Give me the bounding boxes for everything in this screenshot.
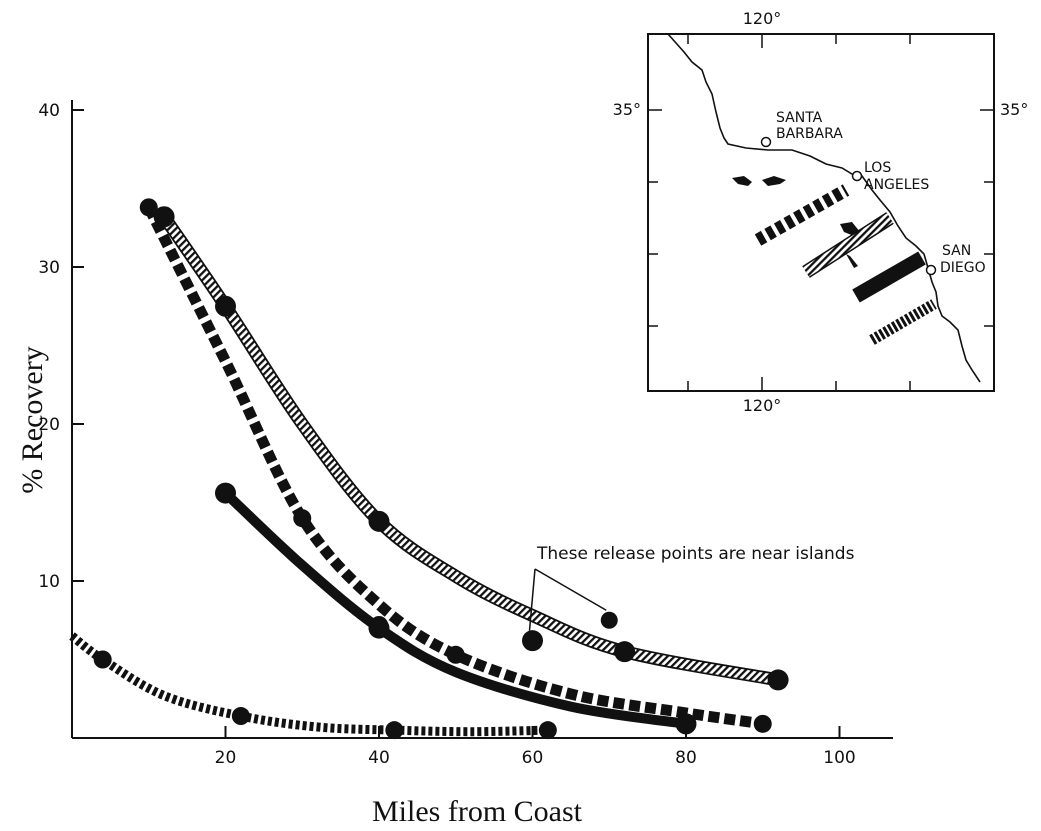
map-frame (647, 33, 995, 392)
santa-barbara-marker (760, 136, 772, 148)
santa-barbara-label-1: SANTA (776, 110, 823, 126)
series-hatched-point (522, 630, 543, 652)
y-tick-label: 30 (38, 258, 60, 278)
los-angeles-label-2: ANGELES (864, 177, 929, 193)
x-ticks: 20 40 60 80 100 (215, 726, 856, 768)
annotation-layer: These release points are near islands (528, 544, 855, 631)
release-line-hatched (803, 213, 893, 277)
latitude-label-right: 35° (1000, 100, 1028, 119)
san-diego-label-1: SAN (942, 243, 971, 259)
series-hatched-point (767, 669, 789, 691)
isolated-point (600, 611, 618, 629)
inset-map: SANTA BARBARA LOS ANGELES SAN DIEGO 120°… (613, 9, 1029, 415)
release-lines (754, 184, 937, 345)
series-fine-dashed-point (538, 721, 557, 740)
series-fine-dashed-line (69, 632, 548, 737)
series-heavy-dashed-point (293, 509, 312, 528)
series-solid-point (215, 482, 236, 504)
series-heavy-dashed-point (139, 198, 158, 217)
longitude-label-bottom: 120° (743, 396, 782, 415)
series-solid-point (368, 617, 390, 639)
series-fine-dashed-point (231, 707, 250, 726)
los-angeles-marker (851, 170, 863, 182)
release-line-solid (852, 251, 926, 303)
series-hatched-point (368, 510, 390, 532)
y-ticks: 10 20 30 40 (38, 101, 84, 592)
island-san-clemente (846, 254, 858, 268)
x-axis-title: Miles from Coast (372, 795, 583, 828)
place-markers (760, 136, 937, 276)
series-heavy-dashed-point (446, 645, 465, 664)
series-hatched-point (614, 641, 636, 663)
annotation-pointer (528, 568, 536, 631)
series-heavy-dashed-point (216, 297, 235, 316)
series-solid-point (675, 713, 697, 735)
santa-barbara-label-2: BARBARA (776, 126, 843, 142)
release-line-fine-dashed (869, 299, 937, 345)
annotation-pointer (534, 568, 607, 611)
annotation-text: These release points are near islands (536, 544, 855, 564)
san-diego-label-2: DIEGO (940, 260, 986, 276)
x-tick-label: 20 (215, 748, 237, 768)
series-fine-dashed-point (385, 721, 404, 740)
series-heavy-dashed-line (143, 204, 764, 730)
y-tick-label: 10 (38, 572, 60, 592)
x-tick-label: 60 (522, 748, 544, 768)
y-axis-title: % Recovery (16, 346, 49, 493)
x-tick-label: 80 (675, 748, 697, 768)
x-tick-label: 100 (823, 748, 855, 768)
san-diego-marker (925, 264, 937, 276)
coastline (667, 33, 981, 383)
release-line-dashed (754, 184, 850, 246)
x-tick-label: 40 (368, 748, 390, 768)
y-tick-label: 40 (38, 101, 60, 121)
series-heavy-dashed-point (753, 714, 772, 733)
y-tick-label: 20 (38, 415, 60, 435)
island-santa-rosa (762, 176, 786, 186)
series-hatched-point (153, 206, 175, 228)
series-fine-dashed-point (93, 650, 112, 669)
los-angeles-label-1: LOS (864, 160, 891, 176)
axes (71, 100, 893, 739)
points-layer (93, 198, 789, 740)
latitude-label-left: 35° (613, 100, 641, 119)
map-ticks (648, 34, 994, 391)
series-solid-line (220, 488, 691, 729)
island-santa-cruz (732, 176, 752, 186)
longitude-label-top: 120° (743, 9, 782, 28)
